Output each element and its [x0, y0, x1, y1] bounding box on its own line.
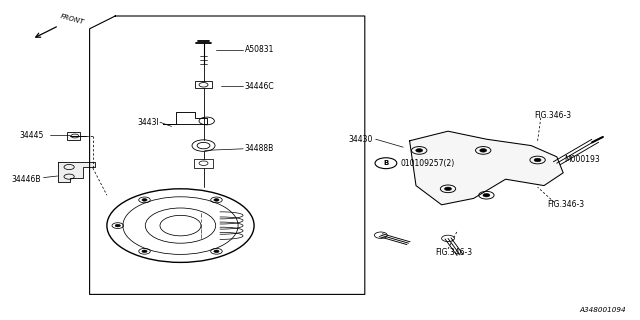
Circle shape [214, 199, 219, 201]
Polygon shape [410, 131, 563, 205]
Bar [195, 81, 212, 88]
Text: B: B [383, 160, 388, 166]
Circle shape [115, 224, 120, 227]
Text: 010109257(2): 010109257(2) [401, 159, 455, 168]
Text: 3443I: 3443I [138, 118, 159, 127]
Circle shape [142, 199, 147, 201]
Text: 34430: 34430 [348, 135, 372, 144]
Text: 34446B: 34446B [12, 175, 41, 184]
Circle shape [445, 187, 451, 190]
Text: 34488B: 34488B [244, 144, 274, 153]
Text: FRONT: FRONT [60, 13, 85, 25]
Text: M000193: M000193 [564, 156, 600, 164]
Circle shape [483, 194, 490, 197]
Circle shape [416, 149, 422, 152]
Text: FIG.346-3: FIG.346-3 [435, 248, 472, 257]
Bar [67, 132, 80, 140]
Text: FIG.346-3: FIG.346-3 [547, 200, 584, 209]
Text: A50831: A50831 [244, 45, 274, 54]
Circle shape [142, 250, 147, 252]
Circle shape [480, 149, 486, 152]
Circle shape [214, 250, 219, 252]
Circle shape [534, 158, 541, 162]
Bar [194, 159, 213, 168]
Text: 34446C: 34446C [244, 82, 274, 91]
Text: FIG.346-3: FIG.346-3 [534, 111, 572, 120]
Text: A348001094: A348001094 [579, 307, 626, 313]
Polygon shape [58, 162, 95, 182]
Text: 34445: 34445 [19, 131, 44, 140]
